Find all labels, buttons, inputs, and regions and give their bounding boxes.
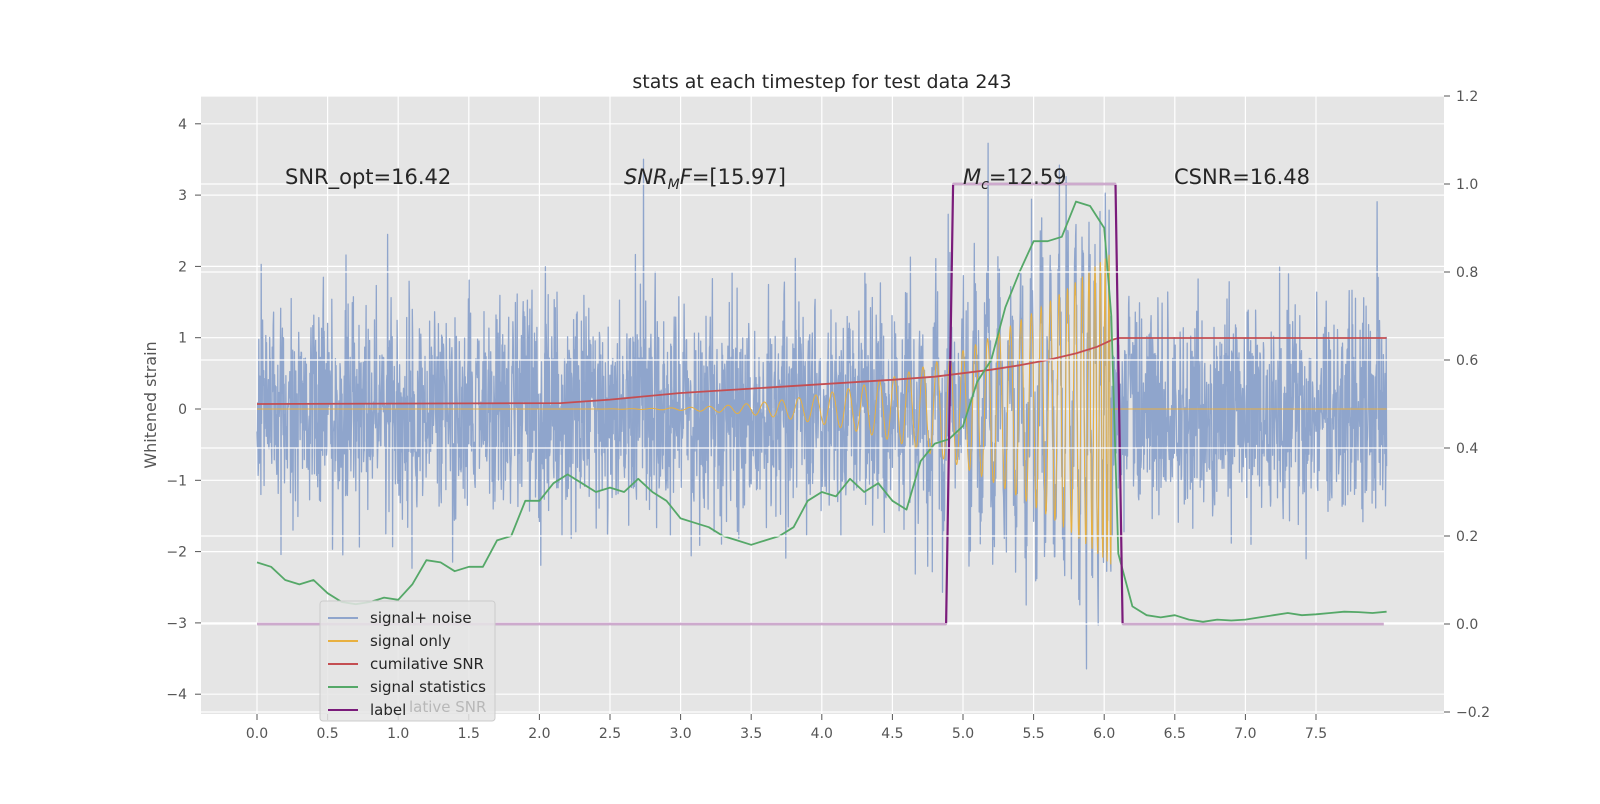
legend-item-label: signal statistics xyxy=(370,678,486,696)
x-axis: 0.0 0.5 1.0 1.5 2.0 2.5 3.0 3.5 4.0 4.5 5.0 5.5 6.0 6… xyxy=(246,714,1327,742)
y2-tick-label: 0.4 xyxy=(1456,441,1478,457)
legend-item-label: cumilative SNR xyxy=(370,655,484,673)
x-tick-label: 5.5 xyxy=(1022,726,1044,742)
x-tick-label: 6.0 xyxy=(1093,726,1115,742)
x-tick-label: 3.0 xyxy=(669,726,691,742)
x-tick-label: 2.5 xyxy=(599,726,621,742)
y-tick-label: −3 xyxy=(166,616,187,632)
legend-item-label: signal only xyxy=(370,632,451,650)
legend: lative SNR signal+ noise signal only cumil… xyxy=(319,600,496,722)
y-tick-label: 0 xyxy=(178,402,187,418)
series-signal-only xyxy=(257,254,1387,565)
annotation-mc-value: =12.59 xyxy=(989,165,1067,189)
y2-tick-label: 1.2 xyxy=(1456,89,1478,105)
annotation-csnr: CSNR=16.48 xyxy=(1174,165,1310,189)
annotation-snr-mf-f: F xyxy=(680,165,693,189)
y2-tick-label: 0.2 xyxy=(1456,529,1478,545)
x-tick-label: 5.0 xyxy=(952,726,974,742)
annotation-snr-mf: SNRMF=[15.97] xyxy=(624,165,786,193)
y2-tick-label: 0.8 xyxy=(1456,265,1478,281)
annotation-mc-sub: c xyxy=(981,177,989,193)
annotation-mc-name: M xyxy=(963,165,981,189)
chart-title: stats at each timestep for test data 243 xyxy=(632,71,1011,93)
x-tick-label: 4.5 xyxy=(881,726,903,742)
annotation-mc: Mc=12.59 xyxy=(963,165,1067,193)
annotation-snr-mf-name: SNR xyxy=(624,165,668,189)
y2-tick-label: −0.2 xyxy=(1456,705,1490,721)
legend-ghost-text: lative SNR xyxy=(409,698,486,716)
y-tick-label: −1 xyxy=(166,473,187,489)
series-signal-noise xyxy=(256,142,1388,670)
legend-item-label: signal+ noise xyxy=(370,609,472,627)
x-tick-label: 6.5 xyxy=(1164,726,1186,742)
series-cumilative-snr xyxy=(256,337,1387,405)
legend-items: signal+ noise signal only cumilative SNR si… xyxy=(328,609,486,719)
y-tick-label: 1 xyxy=(178,331,187,347)
series-signal-statistics xyxy=(256,200,1387,623)
x-tick-label: 1.0 xyxy=(387,726,409,742)
x-tick-label: 0.5 xyxy=(316,726,338,742)
x-tick-label: 2.0 xyxy=(528,726,550,742)
y-tick-label: 4 xyxy=(178,117,187,133)
y2-tick-label: 0.0 xyxy=(1456,617,1478,633)
y-axis: 4 3 2 1 0 −1 −2 −3 −4 xyxy=(166,117,201,703)
x-tick-label: 7.5 xyxy=(1305,726,1327,742)
annotation-snr-opt: SNR_opt=16.42 xyxy=(285,165,451,190)
y-tick-label: 3 xyxy=(178,188,187,204)
legend-item-label: label xyxy=(370,701,406,719)
x-tick-label: 4.0 xyxy=(811,726,833,742)
y2-tick-label: 1.0 xyxy=(1456,177,1478,193)
legend-box xyxy=(319,600,496,722)
x-tick-label: 7.0 xyxy=(1234,726,1256,742)
x-tick-label: 1.5 xyxy=(458,726,480,742)
annotation-snr-mf-value: =[15.97] xyxy=(692,165,786,189)
annotation-snr-mf-sub: M xyxy=(668,177,680,193)
y-tick-label: −4 xyxy=(166,687,187,703)
y2-tick-label: 0.6 xyxy=(1456,353,1478,369)
y-axis-label: Whitened strain xyxy=(141,341,160,468)
x-tick-label: 0.0 xyxy=(246,726,268,742)
right-y-axis: 1.2 1.0 0.8 0.6 0.4 0.2 0.0 −0.2 xyxy=(1444,89,1490,721)
y-tick-label: −2 xyxy=(166,545,187,561)
y-tick-label: 2 xyxy=(178,259,187,275)
x-tick-label: 3.5 xyxy=(740,726,762,742)
